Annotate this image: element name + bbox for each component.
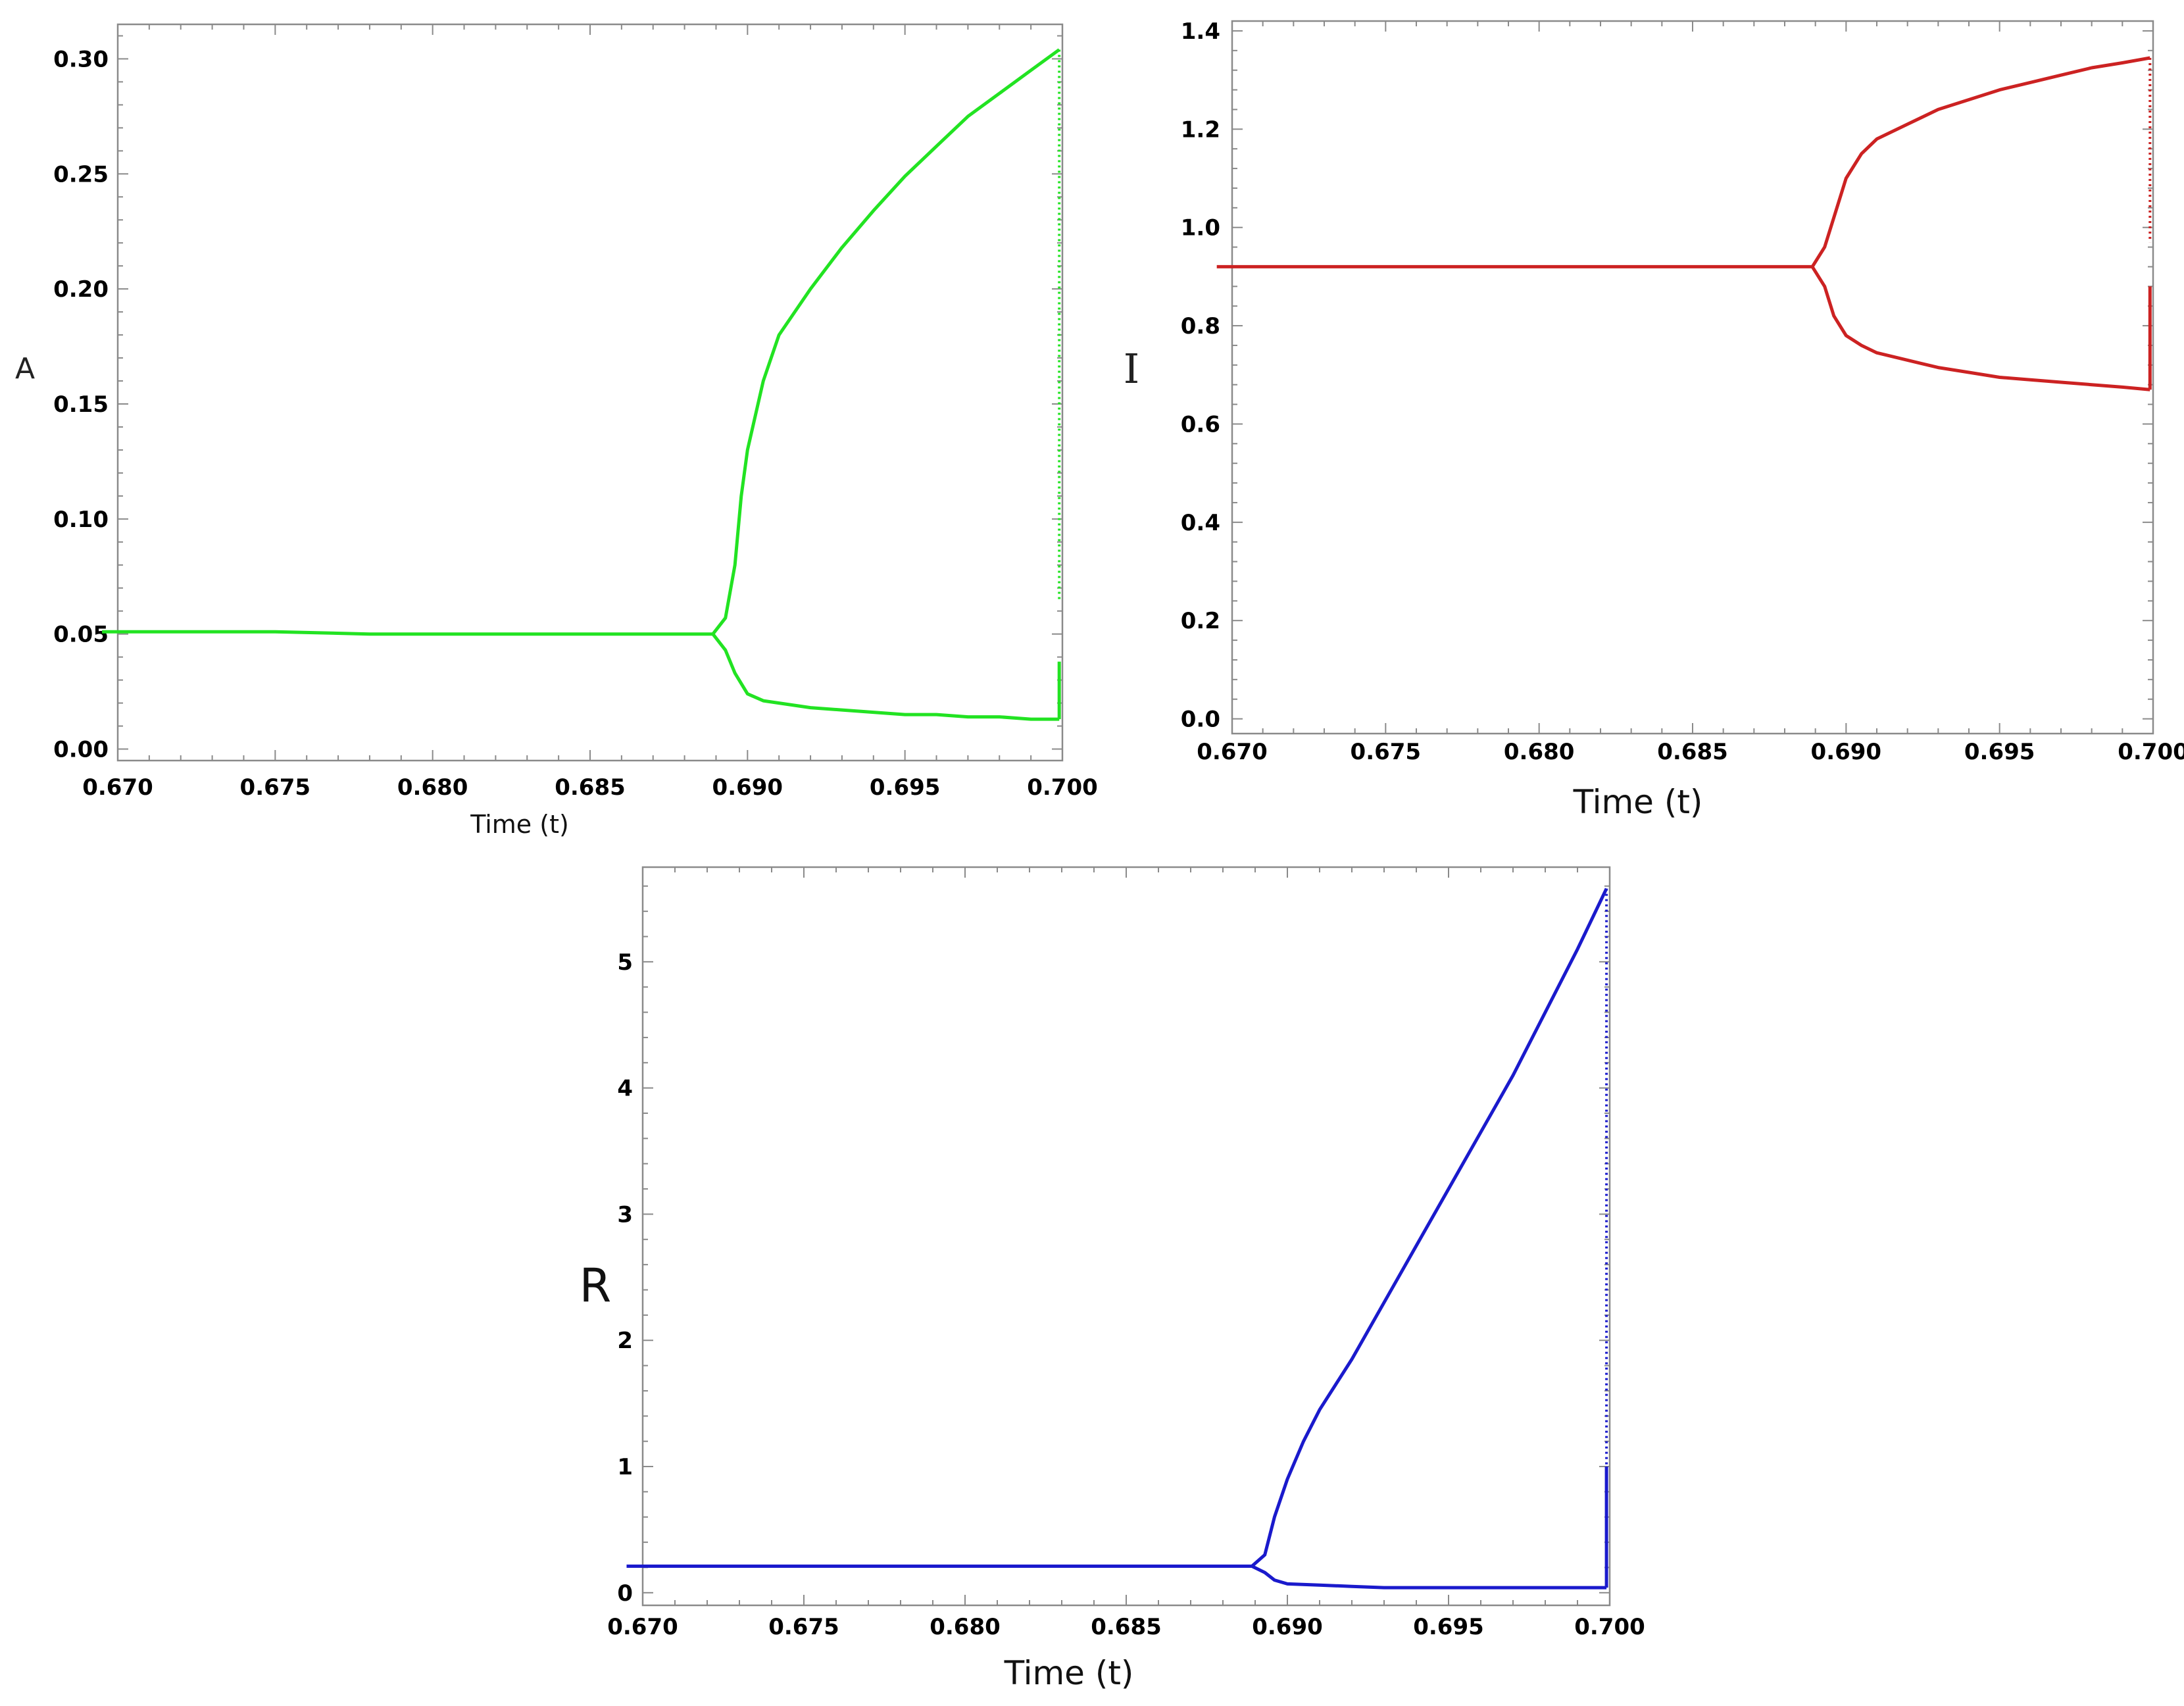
series-line-1 [1216,56,2150,268]
x-tick-label: 0.700 [1574,1614,1645,1640]
y-tick-label: 0.25 [53,161,109,188]
y-tick-label: 1 [617,1454,633,1480]
y-tick-label: 4 [617,1076,633,1102]
x-axis-title-i: Time (t) [1573,783,1703,821]
panel-i: 0.670 0.675 0.680 0.685 0.690 0.695 0.700 0.0 0.… [1124,18,2184,821]
y-tick-label: 1.4 [1181,18,1220,45]
x-tick-label: 0.685 [1657,739,1728,765]
tick-labels-a: 0.670 0.675 0.680 0.685 0.690 0.695 0.700 0.00 0… [53,46,1098,801]
y-tick-label: 0.00 [53,737,109,763]
x-tick-label: 0.670 [82,774,153,801]
x-axis-title-a: Time (t) [470,810,569,839]
x-tick-label: 0.700 [1027,774,1098,801]
data-lines-a [102,48,1061,721]
y-tick-label: 0.20 [53,276,109,303]
ticks-a [117,24,1063,761]
x-tick-label: 0.685 [555,774,626,801]
series-line-1 [626,888,1608,1568]
y-tick-label: 0.4 [1181,510,1220,536]
y-tick-label: 0.8 [1181,313,1220,339]
y-axis-title-i: I [1124,345,1140,393]
series-line-2 [1810,266,2150,391]
series-line-1 [102,48,1060,636]
y-tick-label: 0.2 [1181,608,1220,634]
x-tick-label: 0.695 [870,774,941,801]
series-line-2 [1251,1565,1607,1590]
x-tick-label: 0.680 [1504,739,1575,765]
x-tick-label: 0.675 [240,774,311,801]
data-lines-r [626,888,1608,1590]
x-tick-label: 0.670 [1197,739,1268,765]
x-tick-label: 0.695 [1964,739,2035,765]
data-lines-i [1216,56,2152,391]
y-tick-label: 2 [617,1328,633,1354]
x-tick-label: 0.695 [1413,1614,1484,1640]
x-tick-label: 0.690 [712,774,783,801]
panel-r: 0.670 0.675 0.680 0.685 0.690 0.695 0.700 0 1 2 3 4… [580,866,1645,1692]
y-tick-label: 0 [617,1580,633,1607]
y-tick-label: 0.0 [1181,707,1220,733]
ticks-i [1231,21,2154,734]
series-line-2 [711,633,1060,721]
plot-frame-a [116,23,1064,762]
panel-a: 0.670 0.675 0.680 0.685 0.690 0.695 0.700 0.00 0… [15,23,1098,839]
y-tick-label: 0.10 [53,507,109,533]
plot-frame-r [641,866,1611,1607]
x-tick-label: 0.675 [1351,739,1422,765]
y-tick-label: 0.30 [53,46,109,72]
x-tick-label: 0.700 [2118,739,2184,765]
y-axis-title-a: A [15,352,35,386]
x-axis-title-r: Time (t) [1004,1654,1134,1692]
x-tick-label: 0.670 [607,1614,678,1640]
y-axis-title-r: R [580,1259,612,1313]
y-tick-label: 1.2 [1181,116,1220,143]
x-tick-label: 0.680 [930,1614,1001,1640]
ticks-r [642,867,1610,1605]
x-tick-label: 0.690 [1811,739,1882,765]
tick-labels-i: 0.670 0.675 0.680 0.685 0.690 0.695 0.700 0.0 0.… [1181,18,2184,765]
y-tick-label: 3 [617,1201,633,1228]
y-tick-label: 5 [617,949,633,976]
x-tick-label: 0.690 [1252,1614,1323,1640]
x-tick-label: 0.685 [1091,1614,1162,1640]
x-tick-label: 0.675 [768,1614,839,1640]
x-tick-label: 0.680 [397,774,468,801]
y-tick-label: 0.6 [1181,411,1220,438]
y-tick-label: 1.0 [1181,215,1220,241]
y-tick-label: 0.05 [53,622,109,648]
tick-labels-r: 0.670 0.675 0.680 0.685 0.690 0.695 0.700 0 1 2 3 4… [607,949,1645,1640]
y-tick-label: 0.15 [53,391,109,418]
